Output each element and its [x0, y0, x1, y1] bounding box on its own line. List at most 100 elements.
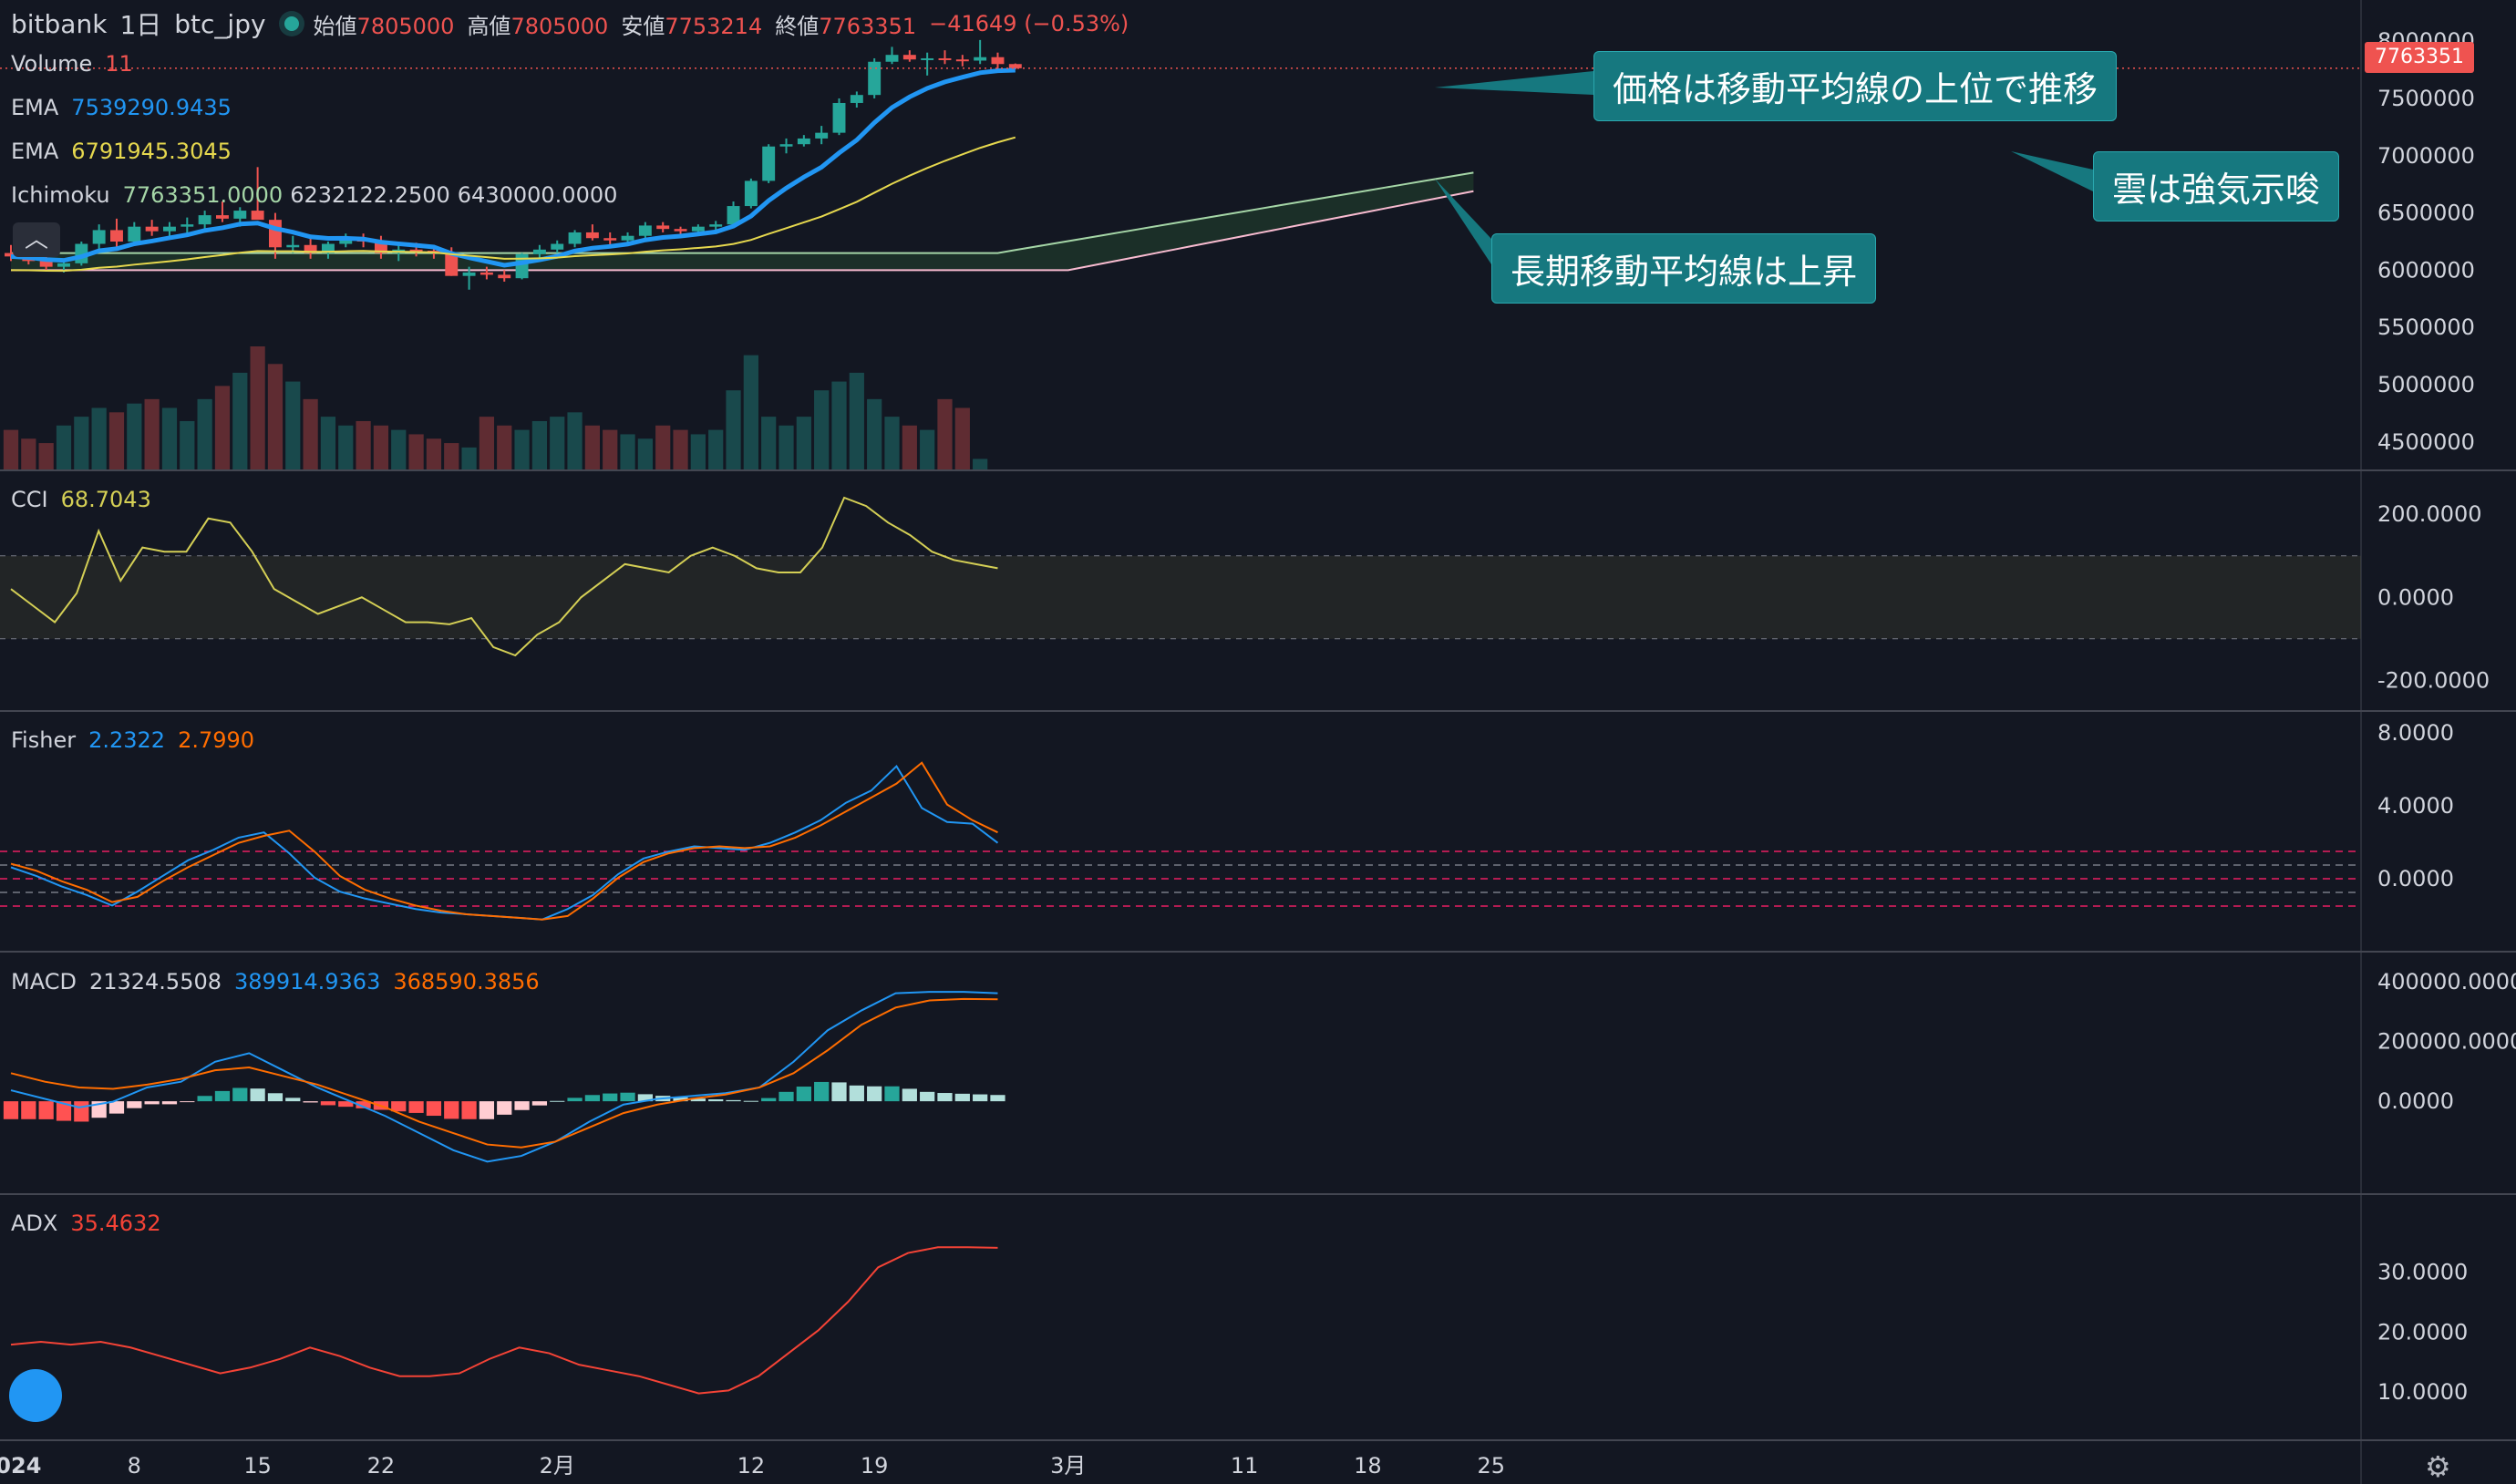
- volume-bar: [690, 434, 706, 469]
- macd-histogram-bar: [108, 1101, 125, 1114]
- volume-bar: [637, 438, 653, 469]
- candle-body: [57, 263, 70, 267]
- volume-bar: [708, 429, 724, 469]
- macd-histogram-bar: [884, 1086, 900, 1102]
- macd-histogram-bar: [267, 1093, 284, 1102]
- macd-histogram-bar: [831, 1082, 847, 1102]
- candle-body: [216, 215, 229, 219]
- candle-body: [727, 206, 740, 225]
- volume-bar: [673, 429, 688, 469]
- macd-histogram-bar: [514, 1101, 530, 1110]
- macd-line: [10, 991, 998, 1163]
- macd-histogram-bar: [127, 1101, 142, 1108]
- symbol-header: bitbank 1日 btc_jpy 始値7805000 高値7805000 安…: [11, 5, 1141, 42]
- volume-bar: [108, 412, 125, 469]
- candle-body: [902, 55, 916, 60]
- market-status-icon: [284, 16, 299, 31]
- macd-histogram-bar: [250, 1088, 265, 1102]
- tradingview-logo-icon[interactable]: [9, 1369, 62, 1422]
- time-axis-label: 3月: [1050, 1453, 1086, 1479]
- cci-axis-tick: 200.0000: [2377, 501, 2482, 527]
- macd-histogram-bar: [497, 1101, 512, 1115]
- candle-body: [462, 272, 476, 276]
- volume-bar: [796, 417, 811, 469]
- macd-histogram-bar: [567, 1098, 583, 1102]
- legend-adx[interactable]: ADX 35.4632: [11, 1211, 161, 1236]
- legend-volume[interactable]: Volume 11: [11, 51, 133, 77]
- legend-macd[interactable]: MACD 21324.5508 389914.9363 368590.3856: [11, 969, 540, 994]
- legend-ema-slow[interactable]: EMA 6791945.3045: [11, 139, 232, 164]
- annotation-cloud-bullish[interactable]: 雲は強気示唆: [2093, 151, 2340, 222]
- candle-body: [145, 226, 159, 232]
- time-axis-label: 25: [1477, 1453, 1505, 1479]
- volume-bar: [250, 346, 265, 469]
- macd-histogram-bar: [779, 1091, 794, 1102]
- candle-body: [479, 272, 493, 275]
- cci-axis-tick: -200.0000: [2377, 667, 2490, 693]
- macd-histogram-bar: [814, 1081, 830, 1102]
- candle-body: [674, 229, 687, 232]
- annotation-long-ma-rising[interactable]: 長期移動平均線は上昇: [1491, 233, 1877, 304]
- candle-body: [568, 232, 582, 244]
- volume-bar: [937, 398, 953, 469]
- ohlc-close: 終値7763351: [775, 13, 917, 39]
- candle-body: [304, 244, 317, 253]
- adx-axis-tick: 20.0000: [2377, 1319, 2468, 1345]
- legend-cci[interactable]: CCI 68.7043: [11, 487, 151, 512]
- macd-histogram-bar: [320, 1101, 336, 1106]
- legend-ichimoku[interactable]: Ichimoku 7763351.0000 6232122.2500 6430000.…: [11, 182, 618, 208]
- price-axis-tick: 6500000: [2377, 201, 2475, 226]
- macd-histogram-bar: [920, 1091, 935, 1102]
- macd-histogram-bar: [726, 1099, 741, 1102]
- volume-bar: [814, 390, 830, 469]
- candle-body: [779, 144, 793, 147]
- macd-histogram-bar: [637, 1094, 653, 1102]
- volume-bar: [902, 425, 917, 469]
- annotation-pointer: [1435, 179, 1491, 264]
- time-axis-label: 8: [128, 1453, 141, 1479]
- macd-histogram-bar: [444, 1101, 459, 1119]
- volume-bar: [373, 425, 389, 469]
- candle-body: [180, 224, 194, 227]
- interval[interactable]: 1日: [119, 10, 162, 40]
- volume-bar: [144, 398, 160, 469]
- volume-bar: [655, 425, 671, 469]
- legend-ema-fast[interactable]: EMA 7539290.9435: [11, 95, 232, 120]
- collapse-legend-button[interactable]: ︿: [13, 222, 60, 257]
- macd-histogram-bar: [214, 1090, 231, 1102]
- price-axis-tick: 5500000: [2377, 314, 2475, 340]
- macd-histogram-bar: [461, 1101, 477, 1119]
- volume-bar: [884, 417, 900, 469]
- macd-histogram-bar: [21, 1101, 36, 1119]
- macd-signal-line: [10, 997, 998, 1149]
- candle-body: [656, 225, 670, 230]
- volume-bar: [531, 420, 548, 469]
- adx-axis-tick: 10.0000: [2377, 1379, 2468, 1405]
- candle-body: [974, 57, 987, 61]
- volume-bar: [973, 459, 988, 469]
- macd-histogram-bar: [867, 1086, 882, 1102]
- ohlc-high: 高値7805000: [467, 13, 609, 39]
- legend-fisher[interactable]: Fisher 2.2322 2.7990: [11, 727, 255, 753]
- candle-body: [339, 238, 353, 244]
- volume-bar: [320, 417, 336, 469]
- ohlc-change: −41649 (−0.53%): [929, 11, 1129, 36]
- volume-bar: [356, 420, 371, 469]
- annotation-price-above-ma[interactable]: 価格は移動平均線の上位で推移: [1593, 51, 2118, 121]
- candle-body: [991, 57, 1005, 65]
- volume-bar: [514, 429, 530, 469]
- macd-histogram-bar: [990, 1095, 1005, 1102]
- time-axis-label: 22: [367, 1453, 396, 1479]
- price-axis-tick: 6000000: [2377, 257, 2475, 283]
- volume-bar: [584, 425, 601, 469]
- price-axis-tick: 7500000: [2377, 86, 2475, 111]
- settings-gear-icon[interactable]: ⚙: [2425, 1449, 2451, 1484]
- volume-bar: [461, 447, 477, 469]
- macd-histogram-bar: [603, 1093, 618, 1102]
- candle-body: [110, 230, 123, 242]
- last-price-tag: 7763351: [2365, 42, 2474, 73]
- ohlc-low: 安値7753214: [621, 13, 763, 39]
- cci-line: [10, 496, 998, 657]
- time-axis-label: 2月: [540, 1453, 575, 1479]
- candle-body: [1008, 64, 1022, 68]
